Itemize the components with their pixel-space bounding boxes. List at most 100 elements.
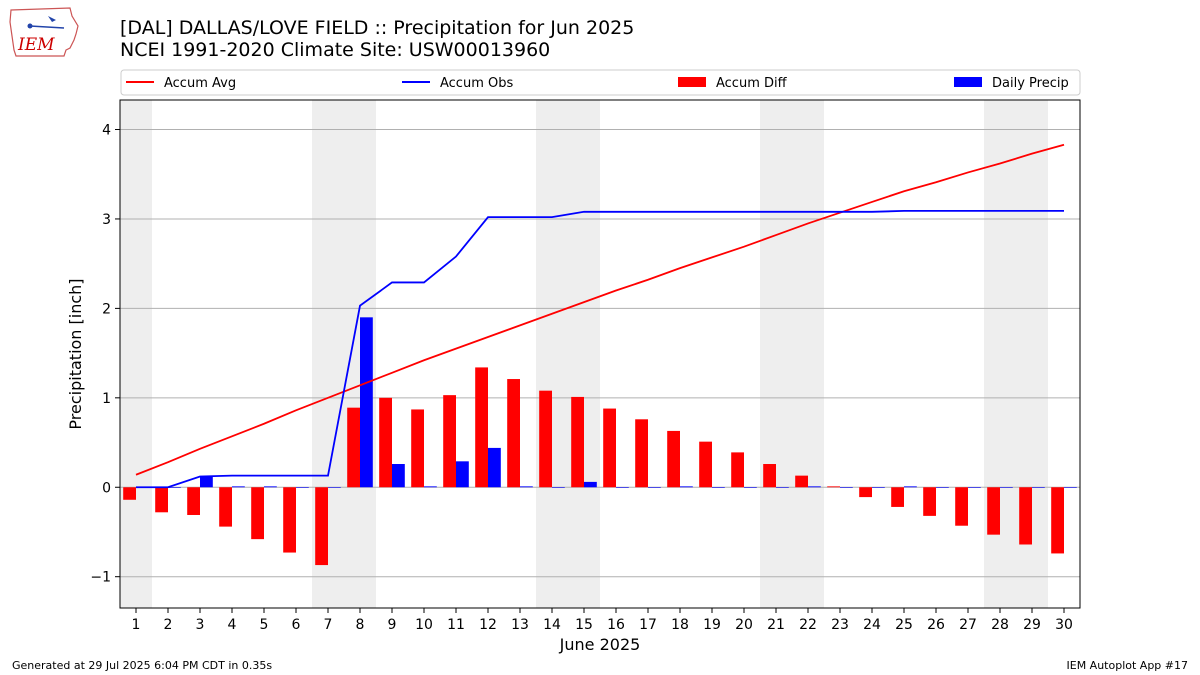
daily-precip-bar (712, 487, 725, 488)
daily-precip-bar (488, 447, 501, 488)
x-tick-label: 27 (959, 617, 977, 633)
x-tick-label: 17 (639, 617, 657, 633)
accum-diff-bar (123, 487, 136, 500)
accum-diff-bar (187, 487, 200, 515)
accum-diff-bar (315, 487, 328, 566)
accum-diff-bar (827, 486, 840, 488)
y-tick-label: 1 (102, 391, 111, 407)
y-tick-label: 2 (102, 301, 111, 317)
x-tick-label: 13 (511, 617, 529, 633)
x-tick-label: 23 (831, 617, 849, 633)
weekend-band (120, 100, 152, 608)
accum-diff-bar (347, 407, 360, 488)
daily-precip-bar (680, 486, 693, 488)
daily-precip-bar (456, 461, 469, 488)
generated-timestamp: Generated at 29 Jul 2025 6:04 PM CDT in … (12, 659, 273, 672)
x-tick-label: 26 (927, 617, 945, 633)
accum-diff-bar (1019, 487, 1032, 545)
legend-box (120, 69, 1081, 96)
daily-precip-bar (264, 486, 277, 488)
x-tick-label: 19 (703, 617, 721, 633)
x-tick-label: 12 (479, 617, 497, 633)
accum-diff-bar (283, 487, 296, 553)
daily-precip-bar (904, 486, 917, 488)
daily-precip-bar (584, 481, 597, 488)
accum-diff-bar (251, 487, 264, 540)
daily-precip-bar (424, 486, 437, 488)
accum-diff-bar (955, 487, 968, 526)
x-tick-label: 7 (324, 617, 333, 633)
x-tick-label: 18 (671, 617, 689, 633)
x-tick-label: 2 (164, 617, 173, 633)
x-tick-label: 11 (447, 617, 465, 633)
daily-precip-bar (1032, 487, 1045, 488)
daily-precip-bar (968, 487, 981, 488)
x-tick-label: 29 (1023, 617, 1041, 633)
accum-diff-bar (667, 430, 680, 488)
x-tick-label: 28 (991, 617, 1009, 633)
x-axis-label: June 2025 (559, 635, 641, 654)
accum-avg-line (135, 143, 1065, 476)
x-tick-label: 8 (356, 617, 365, 633)
x-tick-label: 5 (260, 617, 269, 633)
daily-precip-bar (1000, 487, 1013, 488)
accum-diff-bar (731, 452, 744, 488)
chart-title: [DAL] DALLAS/LOVE FIELD :: Precipitation… (120, 17, 635, 39)
legend-swatch-bar (954, 77, 982, 87)
daily-precip-bar (200, 476, 213, 488)
legend-label: Accum Avg (164, 76, 236, 91)
chart-subtitle: NCEI 1991-2020 Climate Site: USW00013960 (120, 39, 551, 61)
x-tick-label: 22 (799, 617, 817, 633)
x-tick-label: 25 (895, 617, 913, 633)
x-tick-label: 14 (543, 617, 561, 633)
daily-precip-bar (776, 487, 789, 488)
y-tick-label: 0 (102, 480, 111, 496)
x-tick-label: 3 (196, 617, 205, 633)
daily-precip-bar (520, 486, 533, 488)
weekend-band (792, 100, 824, 608)
x-tick-label: 24 (863, 617, 881, 633)
x-tick-label: 6 (292, 617, 301, 633)
x-tick-label: 10 (415, 617, 433, 633)
weekend-band (760, 100, 792, 608)
x-tick-label: 16 (607, 617, 625, 633)
accum-diff-bar (603, 408, 616, 488)
x-tick-label: 21 (767, 617, 785, 633)
daily-precip-bar (232, 486, 245, 488)
accum-diff-bar (571, 396, 584, 488)
daily-precip-bar (808, 486, 821, 488)
x-tick-label: 15 (575, 617, 593, 633)
x-tick-label: 4 (228, 617, 237, 633)
accum-obs-line (136, 210, 1064, 489)
legend-label: Accum Obs (440, 76, 513, 91)
daily-precip-bar (168, 487, 181, 488)
accum-diff-bar (1051, 487, 1064, 554)
legend-label: Daily Precip (992, 76, 1069, 91)
plot-frame (119, 99, 1081, 609)
x-tick-label: 20 (735, 617, 753, 633)
accum-diff-bar (539, 390, 552, 488)
daily-precip-bar (840, 487, 853, 488)
y-tick-label: 3 (102, 212, 111, 228)
x-tick-label: 9 (388, 617, 397, 633)
weekend-band (536, 100, 568, 608)
legend-label: Accum Diff (716, 76, 788, 91)
logo-text: IEM (17, 35, 55, 55)
daily-precip-bar (616, 487, 629, 488)
accum-diff-bar (219, 487, 232, 527)
accum-diff-bar (891, 487, 904, 507)
daily-precip-bar (1064, 487, 1077, 488)
daily-precip-bar (744, 487, 757, 488)
accum-diff-bar (763, 464, 776, 488)
x-tick-label: 30 (1055, 617, 1073, 633)
accum-diff-bar (795, 475, 808, 488)
accum-diff-bar (411, 409, 424, 488)
accum-diff-bar (507, 379, 520, 488)
accum-diff-bar (475, 367, 488, 488)
legend-swatch-bar (678, 77, 706, 87)
y-tick-label: 4 (102, 123, 111, 139)
daily-precip-bar (552, 487, 565, 488)
accum-diff-bar (379, 397, 392, 488)
accum-diff-bar (699, 441, 712, 488)
